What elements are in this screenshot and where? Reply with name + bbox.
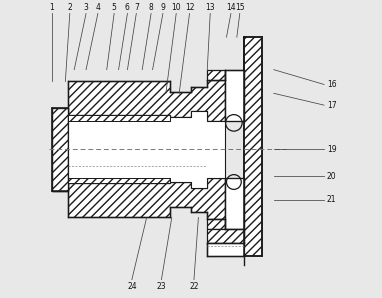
Polygon shape [207, 243, 244, 256]
Text: 22: 22 [189, 282, 199, 291]
Polygon shape [207, 70, 225, 80]
Polygon shape [244, 37, 262, 256]
Text: 7: 7 [134, 3, 139, 12]
Polygon shape [207, 219, 225, 229]
Text: 19: 19 [327, 145, 337, 154]
Text: 12: 12 [185, 3, 194, 12]
Polygon shape [225, 178, 244, 229]
Text: 1: 1 [50, 3, 54, 12]
Polygon shape [68, 116, 170, 121]
Text: 24: 24 [127, 282, 137, 291]
Text: 16: 16 [327, 80, 337, 89]
Text: 3: 3 [84, 3, 89, 12]
Text: 23: 23 [157, 282, 166, 291]
Polygon shape [225, 70, 244, 121]
Text: 2: 2 [67, 3, 72, 12]
Text: 10: 10 [172, 3, 181, 12]
Text: 14: 14 [226, 3, 236, 12]
Text: 15: 15 [235, 3, 244, 12]
Text: 17: 17 [327, 101, 337, 110]
Text: 21: 21 [327, 195, 337, 204]
Polygon shape [52, 108, 68, 191]
Text: 8: 8 [149, 3, 154, 12]
Text: 5: 5 [112, 3, 117, 12]
Text: 20: 20 [327, 172, 337, 181]
Text: 4: 4 [96, 3, 100, 12]
Polygon shape [68, 178, 225, 219]
Polygon shape [207, 229, 244, 243]
Polygon shape [52, 108, 68, 191]
Text: 13: 13 [206, 3, 215, 12]
Polygon shape [68, 111, 225, 188]
Polygon shape [68, 178, 170, 184]
Polygon shape [68, 80, 225, 121]
Text: 9: 9 [160, 3, 165, 12]
Text: 6: 6 [125, 3, 130, 12]
